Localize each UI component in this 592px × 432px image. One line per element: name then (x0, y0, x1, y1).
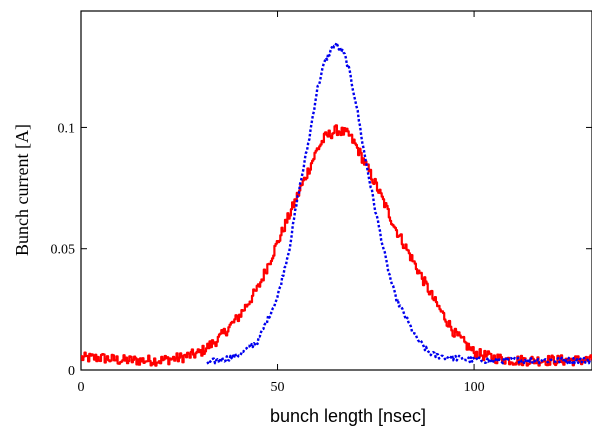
y-tick-label: 0.1 (58, 121, 76, 136)
y-axis-title: Bunch current [A] (12, 124, 32, 256)
tick-labels-layer: 0 50 100 0 0.05 0.1 (51, 121, 485, 395)
x-tick-label: 50 (271, 380, 285, 395)
x-axis-title: bunch length [nsec] (270, 406, 426, 426)
x-tick-label: 100 (464, 380, 485, 395)
series-line-blue-dotted (206, 41, 592, 365)
series-layer (81, 41, 592, 367)
y-tick-label: 0 (68, 364, 75, 379)
ticks-layer (80, 11, 592, 371)
plot-frame (80, 10, 592, 371)
y-tick-label: 0.05 (51, 243, 76, 258)
x-tick-label: 0 (78, 380, 85, 395)
series-line-red (81, 124, 592, 367)
